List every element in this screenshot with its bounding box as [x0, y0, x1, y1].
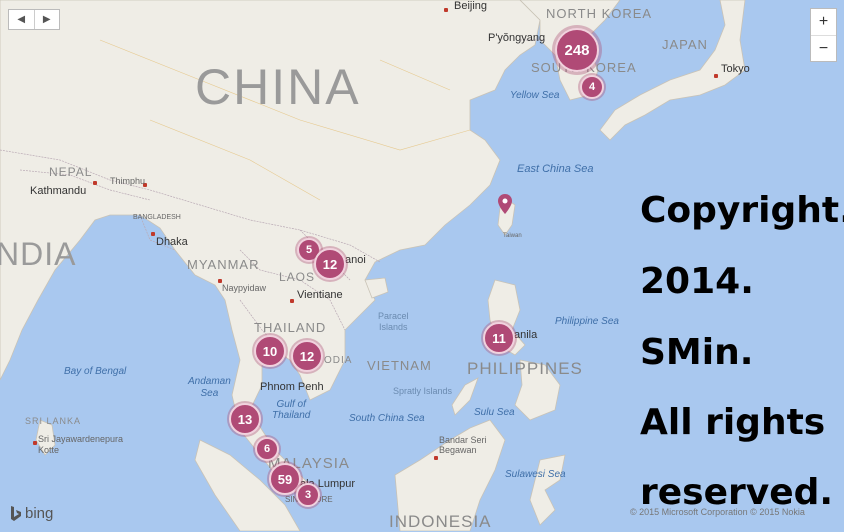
cluster-marker[interactable]: 12	[312, 246, 348, 282]
label-philippine-sea: Philippine Sea	[555, 316, 619, 327]
city-dot	[33, 441, 37, 445]
city-dot	[143, 183, 147, 187]
cluster-marker[interactable]: 11	[481, 320, 517, 356]
label-sulu-sea: Sulu Sea	[474, 407, 515, 418]
label-indonesia: INDONESIA	[389, 512, 492, 531]
cluster-marker[interactable]: 3	[294, 481, 322, 509]
label-north-korea: NORTH KOREA	[546, 6, 653, 21]
cluster-marker[interactable]: 4	[578, 73, 606, 101]
sri-lanka-island	[35, 419, 56, 456]
overlay-line-4: All rights	[640, 402, 826, 443]
mainland-asia	[0, 0, 541, 496]
label-vientiane: Vientiane	[297, 289, 343, 301]
label-naypyidaw: Naypyidaw	[222, 283, 267, 293]
cluster-count: 4	[580, 75, 604, 99]
label-south-china-sea: South China Sea	[349, 413, 425, 424]
bing-logo[interactable]: bing	[10, 505, 53, 522]
label-spratly-islands: Spratly Islands	[393, 386, 453, 396]
cluster-marker[interactable]: 12	[289, 338, 325, 374]
label-bay-of-bengal: Bay of Bengal	[64, 366, 127, 377]
cluster-count: 12	[314, 248, 346, 280]
label-pyongyang: P'yŏngyang	[488, 32, 546, 44]
label-phnom-penh: Phnom Penh	[260, 381, 324, 393]
visayas-mindanao	[514, 359, 561, 421]
overlay-line-3: SMin.	[640, 332, 754, 373]
cluster-count: 10	[254, 335, 286, 367]
label-thimphu: Thimphu	[110, 176, 146, 186]
cluster-count: 13	[229, 403, 261, 435]
label-philippines: PHILIPPINES	[467, 359, 583, 378]
roads	[99, 39, 471, 201]
label-cambodia: ODIA	[324, 355, 353, 366]
label-japan: JAPAN	[662, 37, 708, 52]
label-gulf-of-thailand: Gulf of Thailand	[272, 399, 311, 421]
map-attribution: © 2015 Microsoft Corporation © 2015 Noki…	[630, 507, 805, 517]
cluster-marker[interactable]: 59	[267, 461, 303, 497]
sulawesi-island	[529, 454, 566, 526]
zoom-in-button[interactable]: +	[811, 9, 836, 36]
label-taiwan: Taiwan	[503, 233, 522, 239]
label-bandar-seri-begawan: Bandar Seri Begawan	[439, 435, 487, 455]
label-india: NDIA	[0, 236, 77, 272]
zoom-control: + −	[810, 8, 837, 62]
cluster-count: 3	[296, 483, 320, 507]
pan-left-button[interactable]: ◀	[9, 10, 35, 29]
city-dot	[151, 232, 155, 236]
overlay-line-1: Copyright.	[640, 190, 844, 231]
cluster-count: 59	[269, 463, 301, 495]
label-kathmandu: Kathmandu	[30, 185, 87, 197]
label-east-china-sea: East China Sea	[517, 163, 594, 175]
palawan-island	[451, 377, 479, 416]
label-dhaka: Dhaka	[156, 236, 188, 248]
cluster-count: 248	[555, 28, 599, 72]
sumatra-island	[194, 439, 301, 531]
label-paracel-islands: Paracel Islands	[378, 311, 409, 332]
label-hanoi: anoi	[345, 254, 366, 266]
label-beijing: Beijing	[454, 0, 488, 12]
cluster-marker[interactable]: 13	[227, 401, 263, 437]
bing-icon	[11, 505, 21, 521]
label-nepal: NEPAL	[49, 165, 93, 179]
city-dot	[434, 456, 438, 460]
label-bangladesh: BANGLADESH	[133, 214, 181, 221]
label-manila: anila	[514, 329, 538, 341]
cluster-marker[interactable]: 248	[552, 25, 602, 75]
label-laos: LAOS	[279, 270, 316, 284]
label-sulawesi-sea: Sulawesi Sea	[505, 469, 566, 480]
cluster-count: 6	[255, 437, 279, 461]
overlay-line-2: 2014.	[640, 261, 754, 302]
city-dot	[714, 74, 718, 78]
city-dot	[93, 181, 97, 185]
label-myanmar: MYANMAR	[187, 257, 260, 272]
label-tokyo: Tokyo	[721, 63, 750, 75]
overlay-line-5: reserved.	[640, 472, 834, 513]
zoom-out-button[interactable]: −	[818, 40, 829, 57]
cluster-marker[interactable]: 6	[253, 435, 281, 463]
city-dot	[444, 8, 448, 12]
location-pin-icon[interactable]	[498, 194, 512, 214]
label-andaman-sea: Andaman Sea	[188, 376, 231, 399]
borders	[0, 39, 545, 351]
label-sri-jayawardenepura: Sri Jayawardenepura Kotte	[38, 434, 124, 455]
cluster-marker[interactable]: 10	[252, 333, 288, 369]
city-dot	[290, 299, 294, 303]
pan-control: ◀ ▶	[8, 9, 60, 30]
cluster-count: 12	[291, 340, 323, 372]
label-thailand: THAILAND	[254, 320, 327, 335]
label-vietnam: VIETNAM	[367, 358, 432, 373]
label-yellow-sea: Yellow Sea	[510, 90, 560, 101]
pan-right-button[interactable]: ▶	[42, 14, 51, 25]
japan-island	[599, 0, 746, 141]
label-sri-lanka: SRI LANKA	[25, 416, 82, 426]
borneo-island	[394, 419, 506, 531]
label-china: CHINA	[195, 59, 361, 115]
cluster-count: 11	[483, 322, 515, 354]
bing-wordmark: bing	[25, 505, 54, 522]
hainan-island	[364, 277, 389, 299]
city-dot	[218, 279, 222, 283]
